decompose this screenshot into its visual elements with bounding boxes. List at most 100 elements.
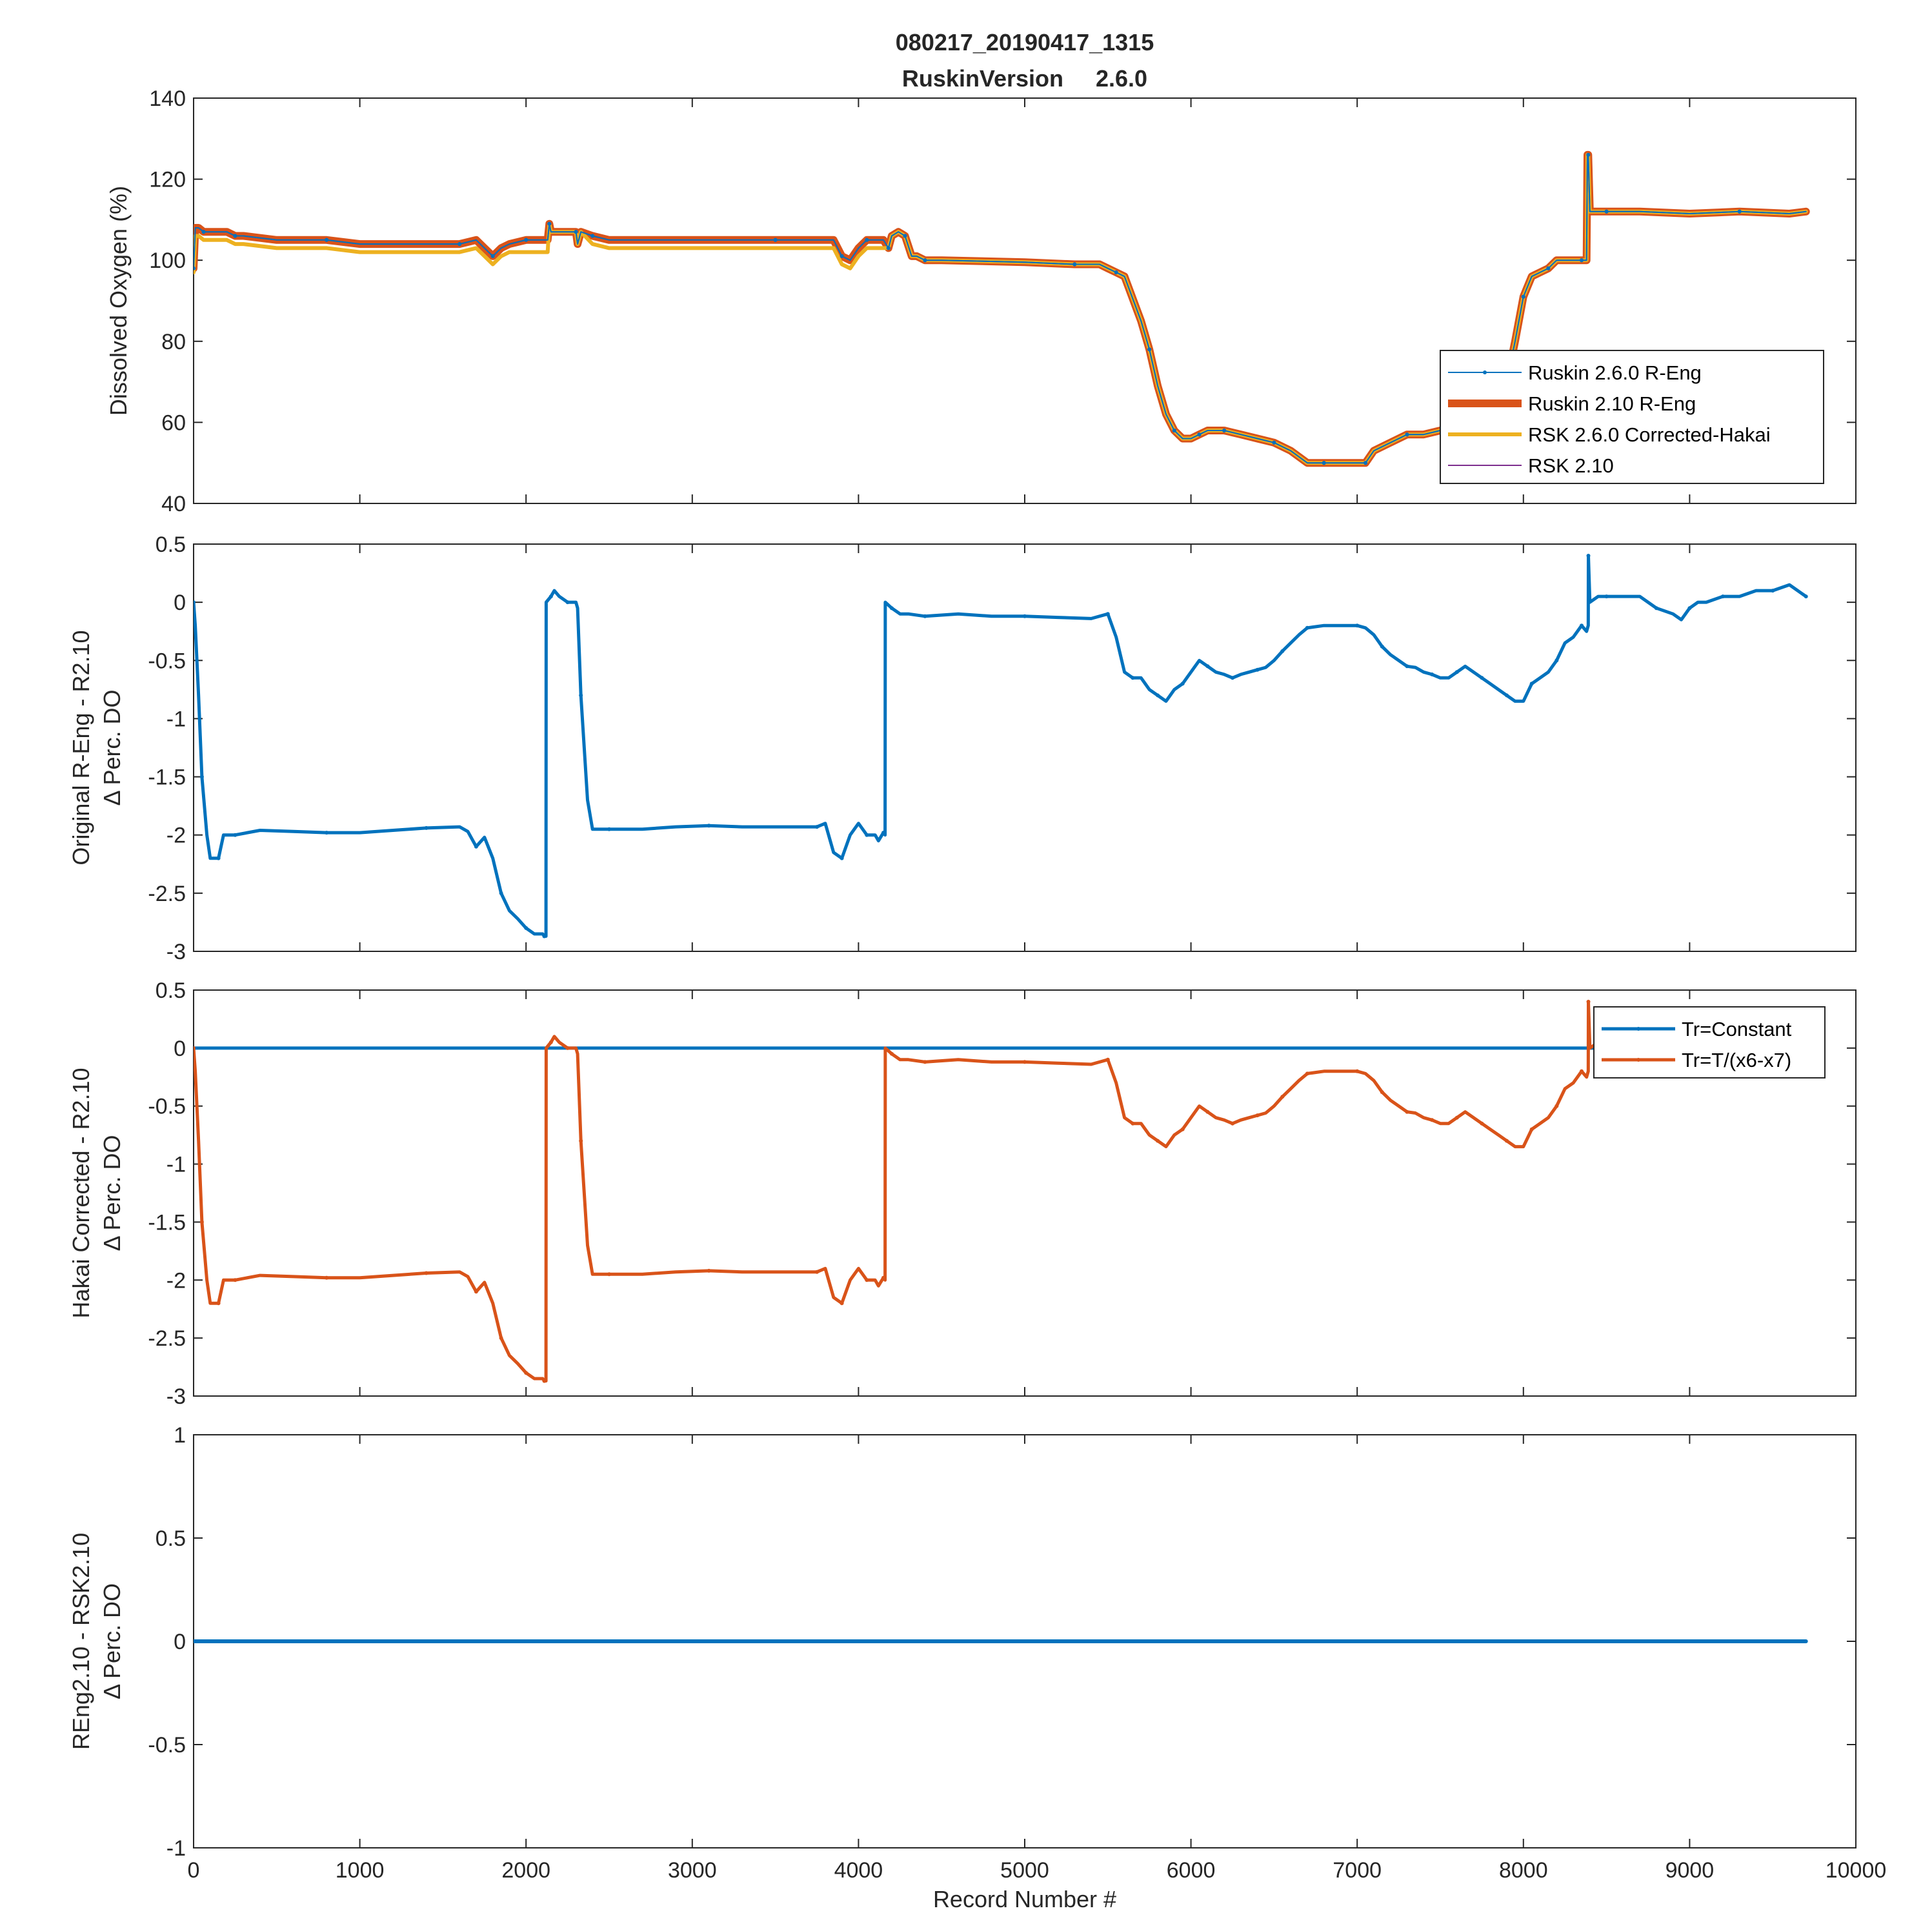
series-point — [1546, 266, 1551, 270]
series-point — [889, 606, 894, 611]
series-point — [1180, 1127, 1185, 1131]
series-point — [1405, 1109, 1409, 1114]
legend-label: RSK 2.6.0 Corrected-Hakai — [1528, 423, 1771, 446]
y-axis-label: Δ Perc. DO — [99, 689, 125, 805]
series-point — [840, 254, 844, 258]
y-tick-label: 140 — [149, 86, 186, 111]
series-point — [1205, 1109, 1210, 1114]
y-tick-label: -1 — [166, 1153, 186, 1177]
figure-title-line1: 080217_20190417_1315 — [896, 29, 1154, 56]
series-point — [707, 1268, 711, 1273]
plot-area — [194, 554, 1808, 938]
y-tick-label: -1.5 — [148, 1210, 186, 1235]
series-point — [1172, 429, 1176, 432]
series-point — [1529, 682, 1534, 686]
y-axis-label: Δ Perc. DO — [99, 1583, 125, 1699]
y-tick-label: -3 — [166, 1384, 186, 1409]
series-point — [194, 600, 196, 605]
series-point — [474, 844, 478, 849]
series-point — [590, 234, 595, 238]
series-point — [1197, 432, 1202, 437]
series-point — [542, 1379, 547, 1383]
series-point — [1580, 258, 1584, 263]
series-point — [1355, 623, 1360, 628]
panel-dissolved-oxygen: 40 60 80 100 120 140 Dissolved Oxygen (%) Ruski… — [105, 86, 1857, 516]
legend: Tr=Constant Tr=T/(x6-x7) — [1593, 1006, 1826, 1078]
axes-frame — [193, 989, 1857, 1397]
series-point — [889, 1051, 894, 1056]
series-point — [1272, 440, 1276, 445]
series-point — [1114, 270, 1118, 274]
y-tick-label: 0 — [174, 1630, 186, 1654]
series-point — [1771, 589, 1775, 593]
y-tick-label: 80 — [161, 330, 186, 354]
series-point — [490, 254, 495, 258]
y-tick-label: 0.5 — [156, 1526, 186, 1551]
legend-label: Ruskin 2.6.0 R-Eng — [1528, 361, 1702, 384]
x-tick-label: 6000 — [1167, 1858, 1216, 1883]
series-point — [1405, 432, 1409, 437]
y-tick-label: 1 — [174, 1423, 186, 1448]
series-point — [815, 1270, 819, 1274]
series-point — [1222, 429, 1227, 432]
y-tick-label: 120 — [149, 168, 186, 192]
y-axis-label: Dissolved Oxygen (%) — [105, 186, 132, 416]
y-tick-label: -0.5 — [148, 1095, 186, 1119]
series-point — [1586, 554, 1591, 558]
series-point — [886, 246, 891, 250]
series-point — [1604, 209, 1609, 214]
series-point — [194, 266, 196, 270]
series-point — [458, 242, 462, 247]
series-point — [1430, 672, 1434, 676]
series-point — [1280, 1095, 1285, 1099]
legend-label: RSK 2.10 — [1528, 454, 1614, 477]
y-tick-label: -2.5 — [148, 1326, 186, 1351]
series-point — [1804, 594, 1808, 599]
figure-title-line2: RuskinVersion 2.6.0 — [902, 65, 1147, 92]
series-point — [1156, 1139, 1160, 1143]
y-tick-label: -0.5 — [148, 1733, 186, 1757]
series-point — [1180, 682, 1185, 686]
series-point — [579, 1139, 583, 1143]
legend-label: Ruskin 2.10 R-Eng — [1528, 392, 1696, 415]
series-point — [424, 825, 428, 830]
series-point — [1363, 461, 1368, 465]
series-point — [1529, 1127, 1534, 1131]
series-point — [574, 230, 578, 234]
series-point — [607, 1272, 611, 1277]
y-tick-label: 100 — [149, 248, 186, 273]
series-point — [1280, 649, 1285, 653]
legend-marker — [1483, 370, 1487, 374]
series-line-3 — [194, 154, 1807, 464]
series-point — [815, 825, 819, 829]
series-point — [1586, 152, 1591, 157]
series-point — [542, 934, 547, 938]
y-tick-label: 0 — [174, 591, 186, 615]
series-point — [1105, 612, 1110, 616]
series-point — [1205, 664, 1210, 669]
series-point — [1231, 676, 1234, 680]
y-axis-label: Hakai Corrected - R2.10 — [68, 1068, 94, 1318]
series-point — [233, 833, 237, 837]
series-point — [194, 1046, 196, 1050]
series-point — [1687, 606, 1692, 611]
y-tick-label: -1 — [166, 1836, 186, 1861]
series-point — [865, 238, 869, 242]
series-point — [1147, 347, 1152, 352]
series-point — [607, 827, 611, 831]
series-point — [1231, 1121, 1234, 1126]
series-point — [1586, 1000, 1591, 1004]
y-tick-label: -0.5 — [148, 649, 186, 673]
series-point — [840, 856, 844, 860]
series-point — [923, 258, 927, 263]
series-point — [199, 775, 204, 779]
panel-reng-rsk-diff: -1 -0.5 0 0.5 1 0 1000 2000 3000 4000 5000 6000 7000… — [68, 1423, 1886, 1883]
series-point — [1720, 594, 1725, 599]
series-point — [1454, 1115, 1459, 1120]
series-point — [216, 1301, 221, 1306]
series-point — [1555, 658, 1559, 663]
panel-hakai-corrected-diff: -3 -2.5 -2 -1.5 -1 -0.5 0 0.5 Hakai Corrected - … — [68, 978, 1857, 1409]
series-point — [1405, 664, 1409, 669]
series-point — [923, 614, 927, 618]
